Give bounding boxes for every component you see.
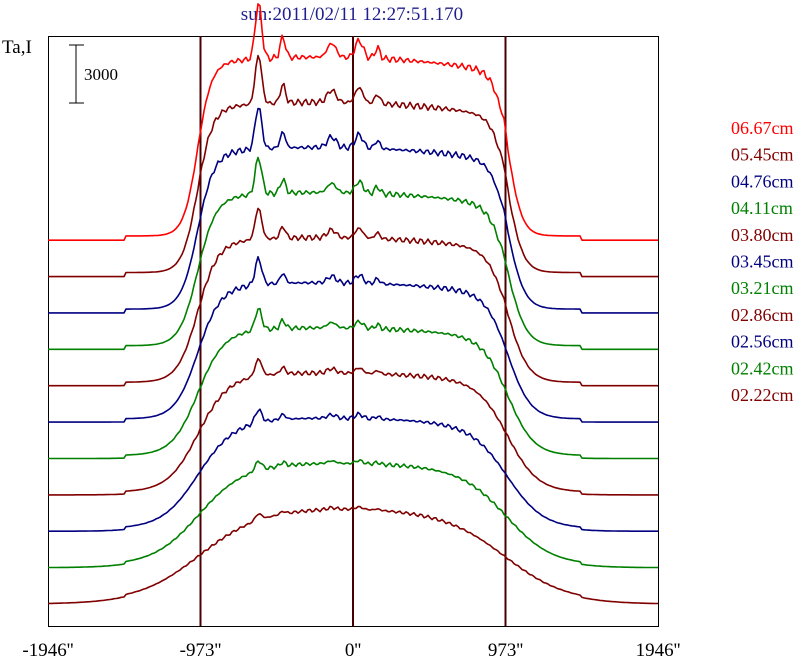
chart-title: sun:2011/02/11 12:27:51.170 — [241, 4, 463, 25]
series-line-03-21cm — [48, 307, 658, 460]
series-line-03-45cm — [48, 256, 658, 423]
legend-item-02-86cm: 02.86cm — [731, 305, 794, 325]
legend-item-03-80cm: 03.80cm — [731, 225, 794, 245]
x-tick-label-3: 973'' — [488, 640, 523, 661]
x-tick-label-0: -1946'' — [22, 640, 73, 661]
legend-item-02-56cm: 02.56cm — [731, 332, 794, 352]
legend-item-04-11cm: 04.11cm — [731, 198, 793, 218]
legend-item-04-76cm: 04.76cm — [731, 171, 794, 191]
x-tick-label-2: 0'' — [345, 640, 361, 661]
scale-bar-label: 3000 — [84, 65, 118, 84]
series-line-02-56cm — [48, 408, 658, 532]
series-line-02-86cm — [48, 357, 658, 496]
legend-item-03-21cm: 03.21cm — [731, 278, 794, 298]
series-line-06-67cm — [48, 3, 658, 241]
legend: 06.67cm 05.45cm 04.76cm 04.11cm 03.80cm 03.45… — [731, 118, 794, 405]
legend-item-03-45cm: 03.45cm — [731, 252, 794, 272]
legend-item-05-45cm: 05.45cm — [731, 145, 794, 165]
series-line-03-80cm — [48, 207, 658, 387]
series-line-04-11cm — [48, 156, 658, 351]
series-line-02-42cm — [48, 459, 659, 569]
legend-item-06-67cm: 06.67cm — [731, 118, 794, 138]
y-axis-label: Ta,I — [2, 37, 32, 58]
x-tick-label-1: -973'' — [180, 640, 222, 661]
series-line-04-76cm — [48, 107, 658, 314]
legend-item-02-42cm: 02.42cm — [731, 358, 794, 378]
series-curves — [47, 3, 659, 605]
series-line-02-22cm — [47, 505, 658, 605]
x-tick-label-4: 1946'' — [636, 640, 681, 661]
series-line-05-45cm — [48, 54, 658, 278]
x-tick-labels: -1946'' -973'' 0'' 973'' 1946'' — [22, 640, 680, 661]
legend-item-02-22cm: 02.22cm — [731, 385, 794, 405]
scale-bar: 3000 — [69, 44, 118, 104]
